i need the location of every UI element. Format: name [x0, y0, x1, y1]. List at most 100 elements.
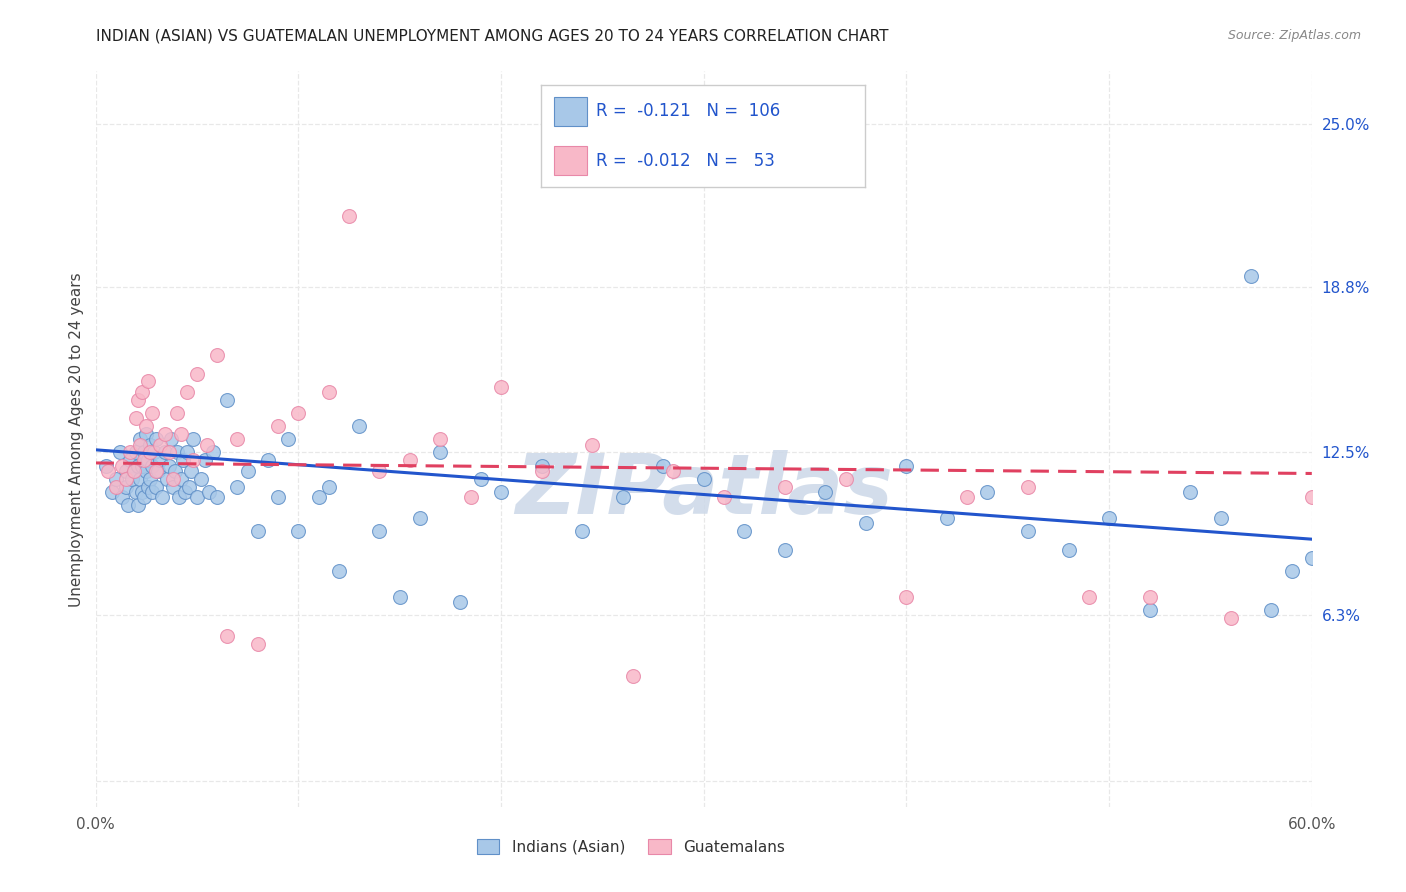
Point: [145, 480, 167, 494]
Point: [157, 458, 180, 473]
Point: [318, 480, 340, 494]
Point: [134, 445, 156, 459]
Point: [1382, 590, 1405, 604]
Point: [267, 490, 290, 504]
Point: [662, 464, 685, 478]
Point: [470, 472, 492, 486]
Point: [120, 453, 142, 467]
Point: [733, 524, 755, 539]
Point: [246, 637, 269, 651]
Text: ZIPatlas: ZIPatlas: [515, 450, 893, 532]
Point: [141, 406, 163, 420]
Point: [1219, 611, 1241, 625]
Point: [1260, 603, 1282, 617]
Point: [976, 484, 998, 499]
Point: [194, 453, 217, 467]
Point: [177, 480, 200, 494]
Point: [198, 484, 221, 499]
Point: [621, 669, 644, 683]
Point: [814, 484, 837, 499]
Point: [1017, 524, 1039, 539]
Point: [337, 209, 360, 223]
Point: [149, 437, 172, 451]
Point: [1240, 269, 1263, 284]
Point: [398, 453, 420, 467]
Point: [217, 629, 239, 643]
Point: [773, 542, 796, 557]
Point: [97, 464, 120, 478]
Point: [217, 392, 239, 407]
Point: [115, 472, 138, 486]
Point: [190, 472, 212, 486]
Point: [246, 524, 269, 539]
Point: [136, 453, 159, 467]
Point: [530, 464, 553, 478]
Point: [149, 453, 172, 467]
Point: [693, 472, 716, 486]
Point: [172, 453, 194, 467]
Text: Source: ZipAtlas.com: Source: ZipAtlas.com: [1227, 29, 1361, 42]
Point: [1320, 616, 1343, 631]
Point: [131, 484, 153, 499]
Point: [1077, 590, 1099, 604]
Bar: [554, 97, 586, 126]
Point: [896, 458, 918, 473]
Point: [94, 458, 117, 473]
Point: [141, 458, 163, 473]
Point: [186, 490, 208, 504]
Point: [409, 511, 432, 525]
Point: [143, 445, 166, 459]
Point: [108, 445, 131, 459]
Point: [136, 375, 159, 389]
Point: [834, 472, 856, 486]
Point: [152, 490, 174, 504]
Point: [148, 464, 170, 478]
Point: [134, 490, 156, 504]
Text: R =  -0.012   N =   53: R = -0.012 N = 53: [596, 152, 775, 169]
Point: [207, 348, 229, 362]
Point: [1301, 490, 1323, 504]
Point: [120, 445, 142, 459]
Point: [141, 484, 163, 499]
Point: [155, 472, 177, 486]
Point: [176, 384, 198, 399]
Point: [267, 419, 290, 434]
Point: [135, 427, 157, 442]
Point: [652, 458, 675, 473]
Point: [450, 595, 472, 609]
Point: [131, 384, 153, 399]
Point: [101, 484, 124, 499]
Point: [1361, 603, 1384, 617]
Point: [308, 490, 330, 504]
Point: [277, 433, 299, 447]
Point: [855, 516, 877, 531]
Point: [111, 458, 134, 473]
Point: [429, 445, 451, 459]
Point: [368, 464, 391, 478]
Point: [1139, 603, 1161, 617]
Point: [145, 464, 167, 478]
Point: [530, 458, 553, 473]
Point: [181, 453, 204, 467]
Point: [104, 472, 127, 486]
Point: [180, 464, 202, 478]
Point: [127, 458, 149, 473]
Point: [773, 480, 796, 494]
Point: [139, 472, 162, 486]
Text: R =  -0.121   N =  106: R = -0.121 N = 106: [596, 103, 780, 120]
Point: [388, 590, 411, 604]
Point: [121, 472, 143, 486]
Point: [129, 437, 152, 451]
Point: [125, 484, 148, 499]
Point: [115, 464, 138, 478]
Point: [328, 564, 350, 578]
Point: [1017, 480, 1039, 494]
Point: [429, 433, 451, 447]
Point: [129, 472, 152, 486]
Point: [153, 445, 176, 459]
Point: [163, 464, 186, 478]
Point: [127, 498, 149, 512]
Point: [257, 453, 280, 467]
Point: [115, 480, 138, 494]
Point: [157, 445, 180, 459]
